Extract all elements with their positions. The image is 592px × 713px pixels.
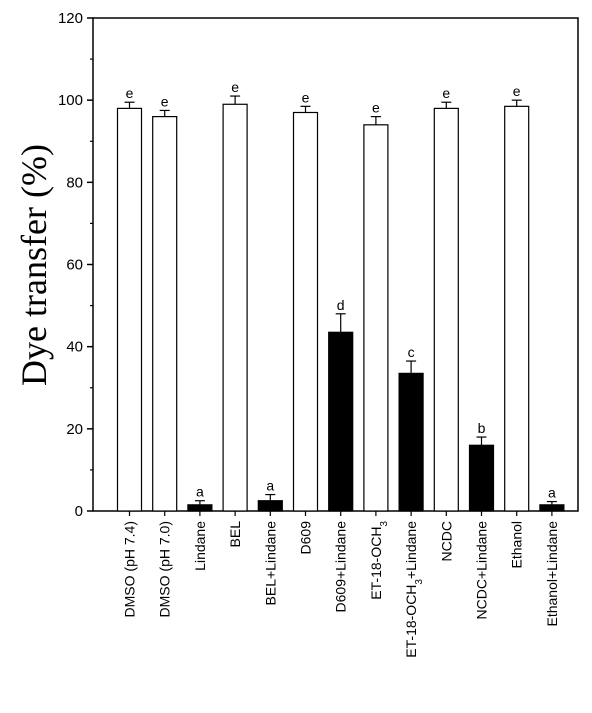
- x-tick-label: D609+Lindane: [333, 521, 349, 613]
- significance-label: e: [442, 85, 450, 101]
- bar: [504, 105, 530, 512]
- y-tick-label: 60: [66, 257, 83, 274]
- bar: [539, 504, 565, 512]
- bar: [222, 103, 248, 512]
- significance-label: e: [513, 83, 521, 99]
- bar: [257, 500, 283, 512]
- y-tick-label: 0: [75, 503, 83, 520]
- bar: [363, 124, 389, 512]
- y-axis-title: Dye transfer (%): [14, 144, 54, 386]
- significance-label: e: [372, 100, 380, 116]
- bar: [398, 372, 424, 512]
- x-tick-label: BEL: [227, 521, 243, 548]
- x-tick-label: Ethanol: [509, 521, 525, 568]
- bar: [468, 444, 495, 512]
- significance-label: a: [266, 478, 274, 494]
- significance-label: a: [196, 484, 204, 500]
- x-tick-label: ET-18-OCH3: [368, 521, 390, 600]
- x-tick-label: ET-18-OCH3+Lindane: [403, 521, 425, 658]
- significance-label: e: [231, 79, 239, 95]
- y-tick-label: 100: [58, 92, 83, 109]
- bar: [328, 331, 354, 512]
- x-tick-label: D609: [298, 521, 314, 555]
- x-tick-label: NCDC: [438, 521, 454, 561]
- y-tick-label: 20: [66, 421, 83, 438]
- y-tick-label: 80: [66, 174, 83, 191]
- bar: [152, 115, 178, 512]
- y-tick-label: 120: [58, 10, 83, 27]
- x-tick-label: Lindane: [192, 521, 208, 571]
- x-tick-label: DMSO (pH 7.0): [157, 521, 173, 617]
- bar: [292, 111, 319, 512]
- x-tick-label: NCDC+Lindane: [474, 521, 490, 620]
- significance-label: e: [161, 93, 169, 109]
- bar: [116, 107, 143, 512]
- significance-label: c: [408, 344, 415, 360]
- bar: [433, 107, 459, 512]
- significance-label: e: [126, 85, 134, 101]
- bar: [187, 504, 213, 512]
- significance-label: b: [478, 420, 486, 436]
- x-tick-label: DMSO (pH 7.4): [122, 521, 138, 617]
- x-tick-label: Ethanol+Lindane: [544, 521, 560, 627]
- x-tick-label: BEL+Lindane: [262, 521, 278, 606]
- significance-label: a: [548, 485, 556, 501]
- y-tick-label: 40: [66, 339, 83, 356]
- significance-label: e: [302, 89, 310, 105]
- significance-label: d: [337, 297, 345, 313]
